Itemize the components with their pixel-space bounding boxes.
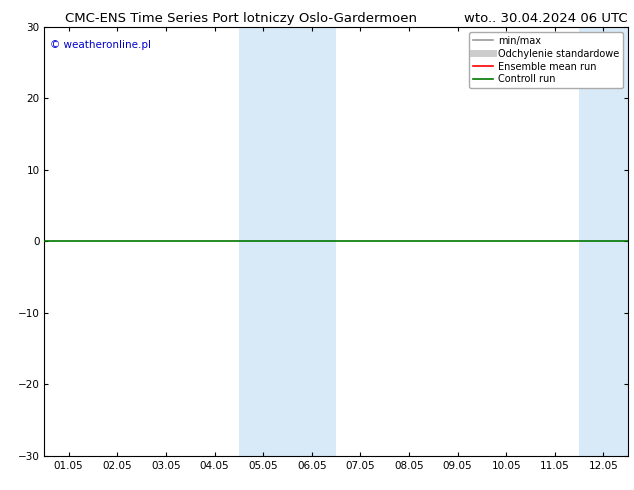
- Text: wto.. 30.04.2024 06 UTC: wto.. 30.04.2024 06 UTC: [464, 12, 628, 25]
- Text: CMC-ENS Time Series Port lotniczy Oslo-Gardermoen: CMC-ENS Time Series Port lotniczy Oslo-G…: [65, 12, 417, 25]
- Text: © weatheronline.pl: © weatheronline.pl: [50, 40, 152, 50]
- Bar: [239, 27, 287, 456]
- Bar: [579, 27, 628, 456]
- Bar: [287, 27, 336, 456]
- Legend: min/max, Odchylenie standardowe, Ensemble mean run, Controll run: min/max, Odchylenie standardowe, Ensembl…: [469, 32, 623, 88]
